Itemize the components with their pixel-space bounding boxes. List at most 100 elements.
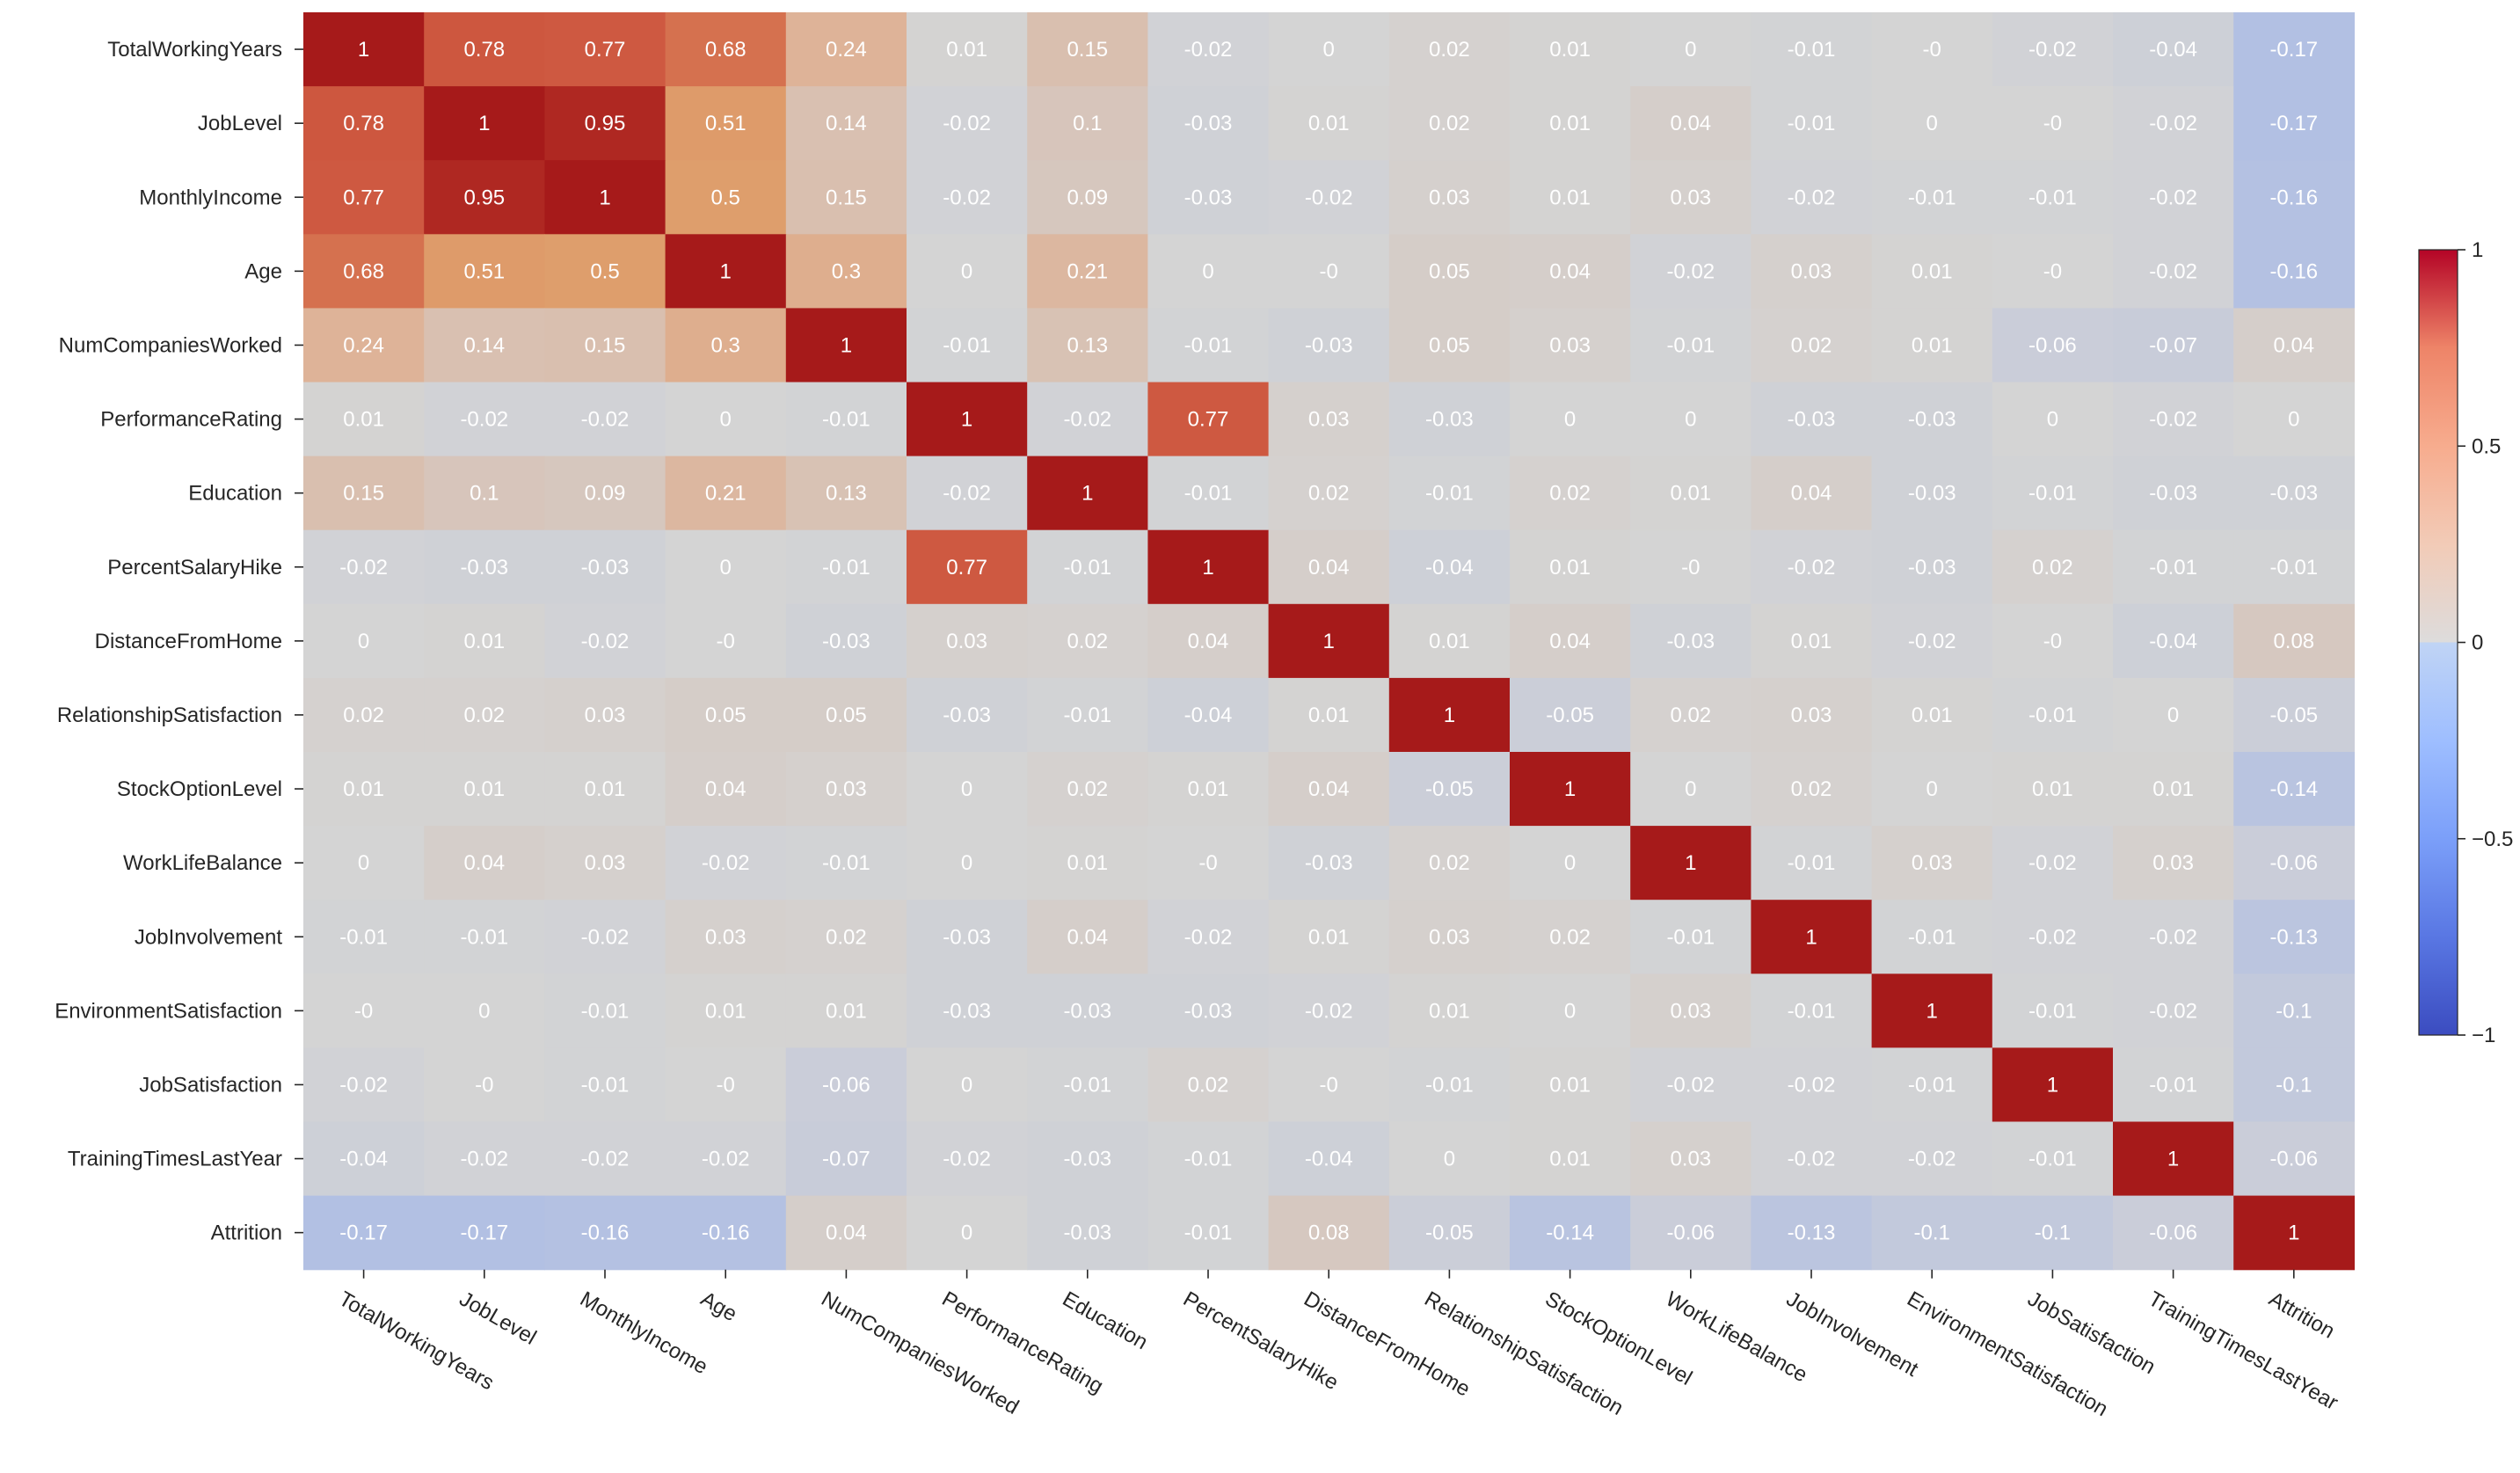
cell-value-label: 0.01 [463, 777, 505, 801]
heatmap-cell [544, 529, 666, 605]
heatmap-cell [1510, 1121, 1631, 1197]
heatmap-cell [2113, 86, 2234, 161]
heatmap-cell [303, 160, 425, 235]
cell-value-label: 0.77 [946, 556, 987, 580]
heatmap-cell [424, 1047, 545, 1123]
cell-value-label: 0.03 [1549, 333, 1591, 357]
cell-value-label: -0.07 [2149, 333, 2197, 357]
cell-value-label: -0.04 [339, 1148, 388, 1171]
heatmap-cell [785, 900, 907, 974]
heatmap-cell [1630, 382, 1752, 457]
cell-value-label: -0.02 [581, 408, 630, 432]
cell-value-label: 0.01 [1549, 1148, 1591, 1171]
heatmap-cell [303, 677, 425, 753]
heatmap-cell [1027, 382, 1148, 457]
cell-value-label: 1 [358, 38, 369, 62]
heatmap-cell [424, 234, 545, 309]
cell-value-label: 0.78 [343, 112, 384, 135]
column-label: EnvironmentSatisfaction [1903, 1287, 2112, 1422]
heatmap-cell [544, 86, 666, 161]
cell-value-label: -0.17 [460, 1221, 508, 1245]
heatmap-cell [1751, 308, 1873, 383]
cell-value-label: -0.03 [1305, 851, 1353, 875]
cell-value-label: 0 [2047, 408, 2058, 432]
cell-value-label: 0.01 [1308, 704, 1350, 727]
heatmap-cell [424, 308, 545, 383]
heatmap-cell [1388, 529, 1511, 605]
heatmap-cell [665, 382, 787, 457]
cell-value-label: 0.95 [585, 112, 626, 135]
cell-value-label: 0 [2288, 408, 2299, 432]
heatmap-cell [424, 529, 545, 605]
heatmap-cell [1871, 382, 1993, 457]
heatmap-cell [1388, 1047, 1511, 1123]
heatmap-cell [1027, 826, 1148, 901]
cell-value-label: -0.02 [943, 482, 991, 506]
cell-value-label: -0.02 [943, 186, 991, 209]
heatmap-cell [1992, 1121, 2114, 1197]
cell-value-label: 0.03 [1429, 925, 1470, 949]
cell-value-label: 0.3 [711, 333, 740, 357]
cell-value-label: -0 [1923, 38, 1941, 62]
cell-value-label: -0.03 [1788, 408, 1836, 432]
colorbar-gradient [2418, 249, 2458, 1036]
heatmap-cell [1388, 456, 1511, 531]
cell-value-label: 0.14 [826, 112, 867, 135]
cell-value-label: 0.02 [2032, 556, 2073, 580]
heatmap-cell [1268, 529, 1390, 605]
heatmap-cell [303, 529, 425, 605]
cell-value-label: -0.01 [1425, 482, 1474, 506]
heatmap-cell [1871, 308, 1993, 383]
heatmap-cell [544, 1047, 666, 1123]
row-label: TotalWorkingYears [107, 38, 282, 62]
cell-value-label: -0.02 [2028, 38, 2077, 62]
heatmap-cell [1268, 456, 1390, 531]
cell-value-label: 0.05 [1429, 259, 1470, 283]
heatmap-cell [1268, 826, 1390, 901]
cell-value-label: -0.01 [2269, 556, 2318, 580]
heatmap-cell [907, 12, 1028, 87]
cell-value-label: 0.15 [343, 482, 384, 506]
heatmap-cell [1268, 160, 1390, 235]
cell-value-label: 0.24 [343, 333, 384, 357]
heatmap-cell [1992, 826, 2114, 901]
heatmap-cell [1510, 86, 1631, 161]
cell-value-label: 0 [1323, 38, 1335, 62]
heatmap-cell [1992, 234, 2114, 309]
cell-value-label: 0.01 [343, 408, 384, 432]
heatmap-cell [424, 826, 545, 901]
heatmap-cell [2233, 603, 2355, 679]
cell-value-label: 0.05 [826, 704, 867, 727]
heatmap-cell [1871, 160, 1993, 235]
cell-value-label: 0.24 [826, 38, 867, 62]
heatmap-cell [785, 86, 907, 161]
cell-value-label: -0.05 [1425, 777, 1474, 801]
cell-value-label: -0.03 [1184, 186, 1233, 209]
cell-value-label: -0.01 [2028, 186, 2077, 209]
column-label: RelationshipSatisfaction [1420, 1287, 1627, 1420]
cell-value-label: 0.01 [1308, 112, 1350, 135]
heatmap-cell [907, 973, 1028, 1048]
cell-value-label: 0.14 [463, 333, 505, 357]
heatmap-cell [2233, 382, 2355, 457]
cell-value-label: 1 [2167, 1148, 2179, 1171]
heatmap-cell [785, 456, 907, 531]
heatmap-cell [1630, 234, 1752, 309]
heatmap-cell [1147, 456, 1270, 531]
cell-value-label: -0.05 [1425, 1221, 1474, 1245]
cell-value-label: -0.03 [1908, 482, 1956, 506]
cell-value-label: 0.03 [705, 925, 747, 949]
heatmap-cell [1510, 973, 1631, 1048]
cell-value-label: 1 [2288, 1221, 2299, 1245]
cell-value-label: -0.01 [2149, 1073, 2197, 1097]
cell-value-label: -0.02 [1184, 925, 1233, 949]
cell-value-label: 0.15 [1067, 38, 1108, 62]
heatmap-cell [2233, 1121, 2355, 1197]
heatmap-cell [2113, 752, 2234, 827]
heatmap-cell [2113, 900, 2234, 974]
row-label: TrainingTimesLastYear [68, 1148, 282, 1171]
heatmap-cell [785, 1195, 907, 1271]
cell-value-label: -0.16 [2269, 259, 2318, 283]
cell-value-label: -0.1 [2035, 1221, 2071, 1245]
heatmap-cell [303, 826, 425, 901]
